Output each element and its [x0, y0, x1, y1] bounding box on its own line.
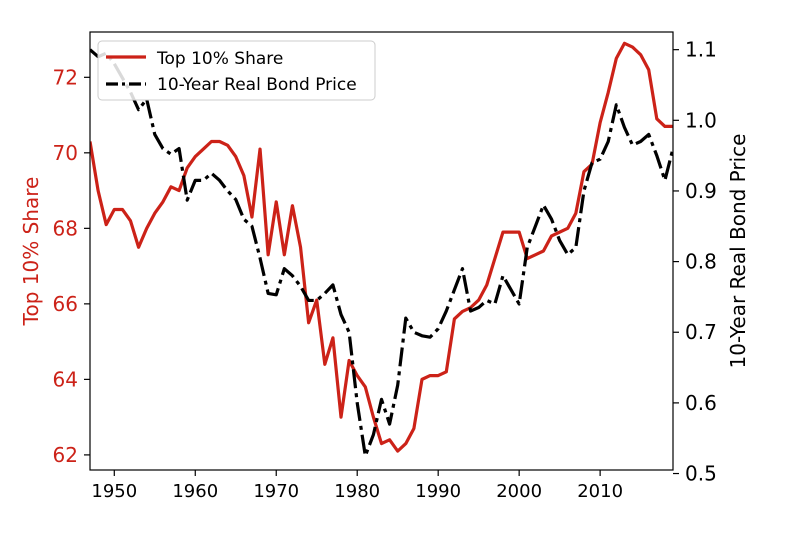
right-axis-label: 10-Year Real Bond Price [726, 134, 750, 369]
right-y-axis: 0.5 0.6 0.7 0.8 0.9 1.0 1.1 [673, 38, 717, 486]
series-layer [90, 41, 673, 458]
legend-label-top10: Top 10% Share [156, 49, 283, 69]
left-tick-label: 64 [53, 367, 78, 391]
x-tick-label: 2010 [577, 481, 623, 502]
legend-label-bond: 10-Year Real Bond Price [157, 75, 357, 95]
left-axis-label: Top 10% Share [19, 177, 43, 327]
series-line-top10-share [90, 41, 673, 453]
legend-frame [97, 40, 376, 101]
x-tick-label: 1960 [172, 481, 218, 502]
x-tick-label: 1980 [334, 481, 380, 502]
left-tick-label: 68 [53, 216, 78, 240]
left-tick-label: 72 [53, 65, 78, 89]
x-tick-label: 1990 [415, 481, 461, 502]
x-tick-label: 1970 [253, 481, 299, 502]
axes-layer [89, 31, 674, 471]
left-tick-label: 62 [53, 443, 78, 467]
left-y-axis: 62 64 66 68 70 72 [53, 65, 90, 467]
x-tick-label: 1950 [91, 481, 137, 502]
right-tick-label: 1.1 [685, 38, 717, 62]
x-axis: 1950 1960 1970 1980 1990 2000 2010 [91, 470, 623, 502]
right-tick-label: 0.9 [685, 179, 717, 203]
series-line-bond-price [90, 48, 673, 458]
left-tick-label: 66 [53, 292, 78, 316]
x-tick-label: 2000 [496, 481, 542, 502]
legend: Top 10% Share 10-Year Real Bond Price [97, 40, 376, 101]
plot-frame [89, 31, 674, 471]
right-tick-label: 0.6 [685, 391, 717, 415]
right-tick-label: 0.8 [685, 250, 717, 274]
left-tick-label: 70 [53, 141, 78, 165]
right-tick-label: 0.5 [685, 462, 717, 486]
right-tick-label: 1.0 [685, 108, 717, 132]
right-tick-label: 0.7 [685, 320, 717, 344]
